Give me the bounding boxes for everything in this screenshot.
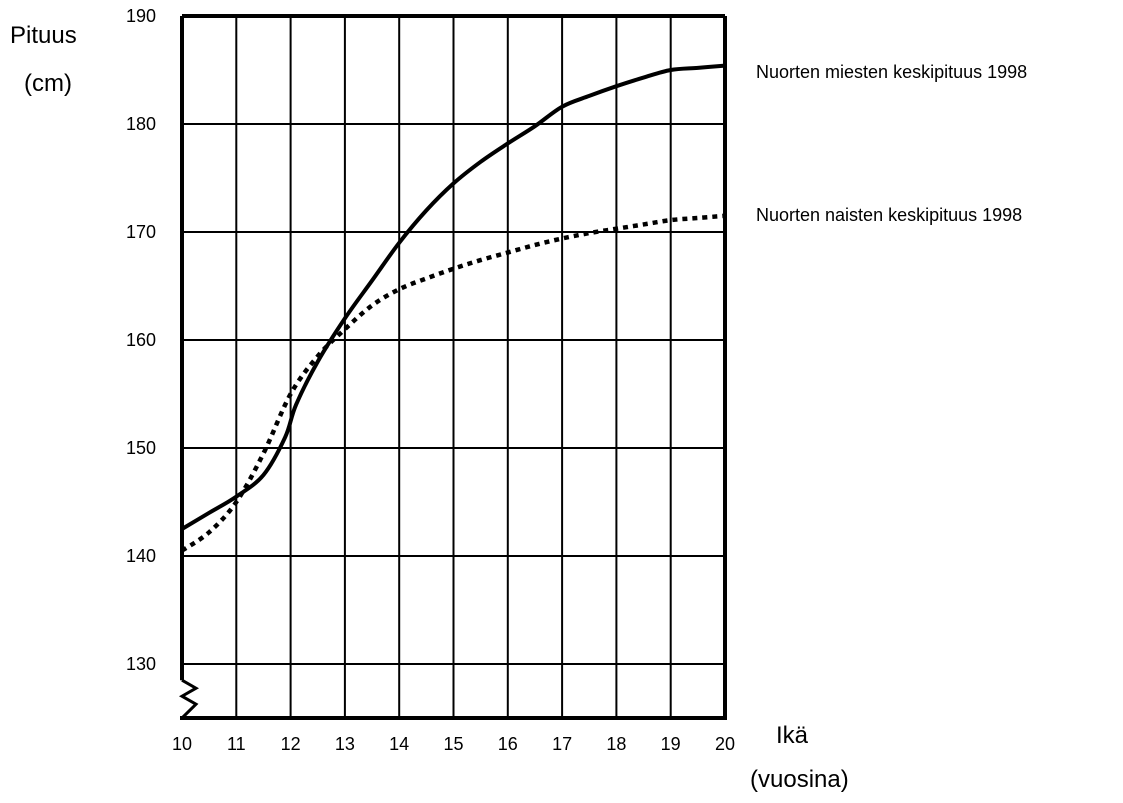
x-tick-label-16: 16 (498, 734, 518, 754)
y-tick-label-190: 190 (126, 6, 156, 26)
y-tick-label-140: 140 (126, 546, 156, 566)
y-axis-break-mark (178, 678, 200, 720)
x-tick-label-14: 14 (389, 734, 409, 754)
y-tick-label-160: 160 (126, 330, 156, 350)
y-axis-label-line2: (cm) (24, 70, 72, 97)
x-tick-label-13: 13 (335, 734, 355, 754)
x-tick-label-10: 10 (172, 734, 192, 754)
x-tick-label-17: 17 (552, 734, 572, 754)
legend-men-series: Nuorten miesten keskipituus 1998 (756, 62, 1028, 82)
tick-labels: 10 11 12 13 14 15 16 17 18 19 20 130 140 150 160 170 180… (126, 6, 735, 754)
y-tick-label-170: 170 (126, 222, 156, 242)
x-tick-label-15: 15 (443, 734, 463, 754)
x-axis-label-line2: (vuosina) (750, 766, 849, 793)
y-axis-label-line1: Pituus (10, 22, 77, 49)
grid-lines (182, 16, 725, 718)
x-tick-label-11: 11 (227, 734, 246, 754)
y-tick-label-180: 180 (126, 114, 156, 134)
x-tick-label-19: 19 (661, 734, 681, 754)
legend-women-series: Nuorten naisten keskipituus 1998 (756, 205, 1023, 225)
x-tick-label-20: 20 (715, 734, 735, 754)
series-line-women (180, 213, 726, 553)
y-tick-label-130: 130 (126, 654, 156, 674)
x-tick-label-18: 18 (606, 734, 626, 754)
series-lines (180, 63, 726, 553)
y-tick-label-150: 150 (126, 438, 156, 458)
x-axis-label-line1: Ikä (776, 722, 809, 749)
series-line-men (180, 63, 726, 531)
x-tick-label-12: 12 (281, 734, 301, 754)
plot-frame (178, 14, 727, 720)
